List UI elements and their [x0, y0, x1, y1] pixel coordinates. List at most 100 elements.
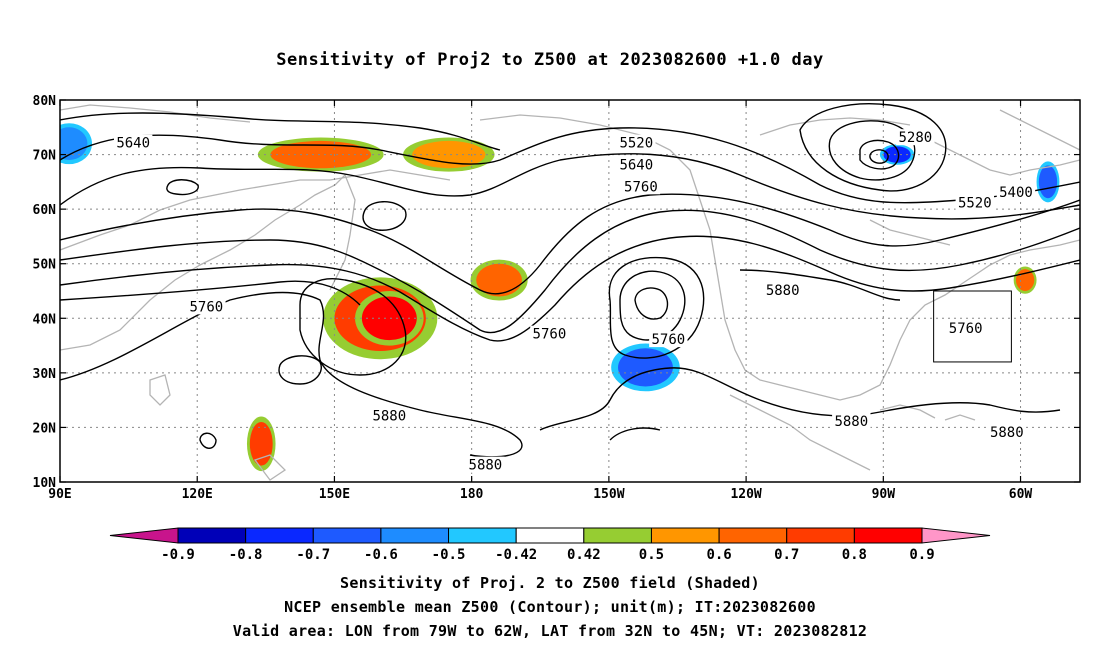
caption-line-3: Valid area: LON from 79W to 62W, LAT fro… [232, 622, 868, 640]
z500-contour [634, 287, 669, 320]
contour-label: 5760 [190, 299, 224, 315]
chart-title: Sensitivity of Proj2 to Z500 at 20230826… [276, 50, 824, 70]
contour-label-bg [896, 129, 935, 146]
contour-label: 5640 [116, 136, 150, 152]
contour-label-bg [617, 134, 656, 151]
z500-contour [278, 355, 322, 385]
z500-contour [859, 139, 900, 170]
contour-label: 5880 [372, 409, 406, 425]
contour-label-bg [763, 282, 802, 298]
contour-label-bg [996, 183, 1036, 200]
lon-tick-label: 90W [872, 487, 896, 502]
z500-contour [60, 127, 1080, 204]
lat-tick-label: 40N [33, 312, 57, 327]
contour-label: 5520 [958, 196, 992, 212]
lat-tick-label: 10N [33, 476, 57, 491]
sensitivity-patch [618, 348, 673, 387]
coastline [60, 104, 251, 123]
contour-label: 5520 [619, 136, 653, 152]
z500-contour [60, 209, 1080, 334]
lon-tick-label: 120E [182, 487, 213, 502]
sensitivity-patch [60, 127, 88, 161]
z500-contour [60, 291, 523, 458]
coastline [729, 394, 871, 471]
lat-tick-label: 50N [33, 258, 57, 273]
contour-label: 5880 [469, 458, 503, 474]
contour-label: 5640 [619, 157, 653, 173]
coastline [759, 117, 911, 136]
contour-label-bg [955, 194, 994, 211]
z500-contour [60, 280, 361, 306]
z500-contour [539, 367, 1061, 431]
contour-label-bg [649, 331, 688, 348]
lon-tick-label: 90E [48, 487, 71, 502]
lat-tick-label: 60N [33, 203, 57, 218]
z500-contour [828, 120, 916, 181]
map-frame [59, 99, 1081, 483]
contour-label: 5760 [533, 327, 567, 343]
contour-label: 5760 [949, 321, 983, 337]
coastline [929, 139, 1080, 176]
z500-contour [869, 149, 889, 164]
contour-label-bg [621, 178, 661, 195]
sensitivity-patch [249, 421, 273, 466]
z500-contour [60, 112, 501, 151]
lon-tick-label: 60W [1009, 487, 1033, 502]
coastline [60, 173, 356, 351]
contour-label: 5880 [834, 414, 868, 430]
coastline [329, 169, 451, 181]
contour-label: 5280 [898, 130, 932, 146]
contour-label: 5760 [624, 179, 658, 195]
coastline [149, 374, 171, 406]
z500-contour [362, 201, 407, 231]
contour-label-bg [617, 156, 656, 173]
sensitivity-patch [412, 140, 486, 169]
contour-label: 5880 [766, 283, 800, 299]
lat-tick-label: 80N [33, 94, 57, 109]
coastline [944, 414, 976, 421]
z500-contour [609, 427, 661, 441]
lon-tick-label: 150W [593, 487, 624, 502]
contour-label-bg [370, 407, 409, 424]
sensitivity-patch [270, 140, 372, 169]
z500-contour [299, 278, 407, 376]
coastline [253, 454, 287, 481]
lat-tick-label: 30N [33, 367, 57, 382]
coastline [879, 404, 936, 419]
coastline [869, 219, 951, 246]
z500-contour [60, 153, 1080, 220]
lat-tick-label: 70N [33, 149, 57, 164]
contour-label-bg [530, 325, 569, 342]
contour-label: 5760 [651, 332, 685, 348]
contour-label: 5880 [990, 425, 1024, 441]
sensitivity-patch [361, 296, 417, 341]
valid-area-box [933, 290, 1012, 363]
coastline [60, 179, 330, 251]
z500-contour [60, 235, 1080, 342]
z500-contour [199, 432, 217, 449]
lon-tick-label: 150E [319, 487, 350, 502]
sensitivity-patch [1038, 165, 1058, 199]
sensitivity-patch [476, 263, 522, 297]
contour-label: 5400 [999, 185, 1033, 201]
sensitivity-patch [883, 146, 911, 163]
lon-tick-label: 120W [730, 487, 761, 502]
z500-contour [608, 256, 705, 359]
contour-label-bg [187, 298, 226, 315]
lat-tick-label: 20N [33, 421, 57, 436]
contour-label-bg [466, 456, 505, 473]
contour-label-bg [946, 320, 985, 337]
caption-line-2: NCEP ensemble mean Z500 (Contour); unit(… [284, 598, 816, 616]
z500-contour [619, 270, 686, 341]
contour-label-bg [832, 412, 871, 429]
contour-label-bg [113, 134, 153, 151]
lon-tick-label: 180 [460, 487, 484, 502]
coastline [999, 109, 1080, 151]
z500-contour [739, 269, 901, 301]
z500-contour [60, 193, 1080, 295]
z500-contour [166, 179, 199, 196]
z500-contour [799, 103, 947, 192]
caption-line-1: Sensitivity of Proj. 2 to Z500 field (Sh… [340, 574, 760, 592]
contour-label-bg [987, 423, 1027, 440]
